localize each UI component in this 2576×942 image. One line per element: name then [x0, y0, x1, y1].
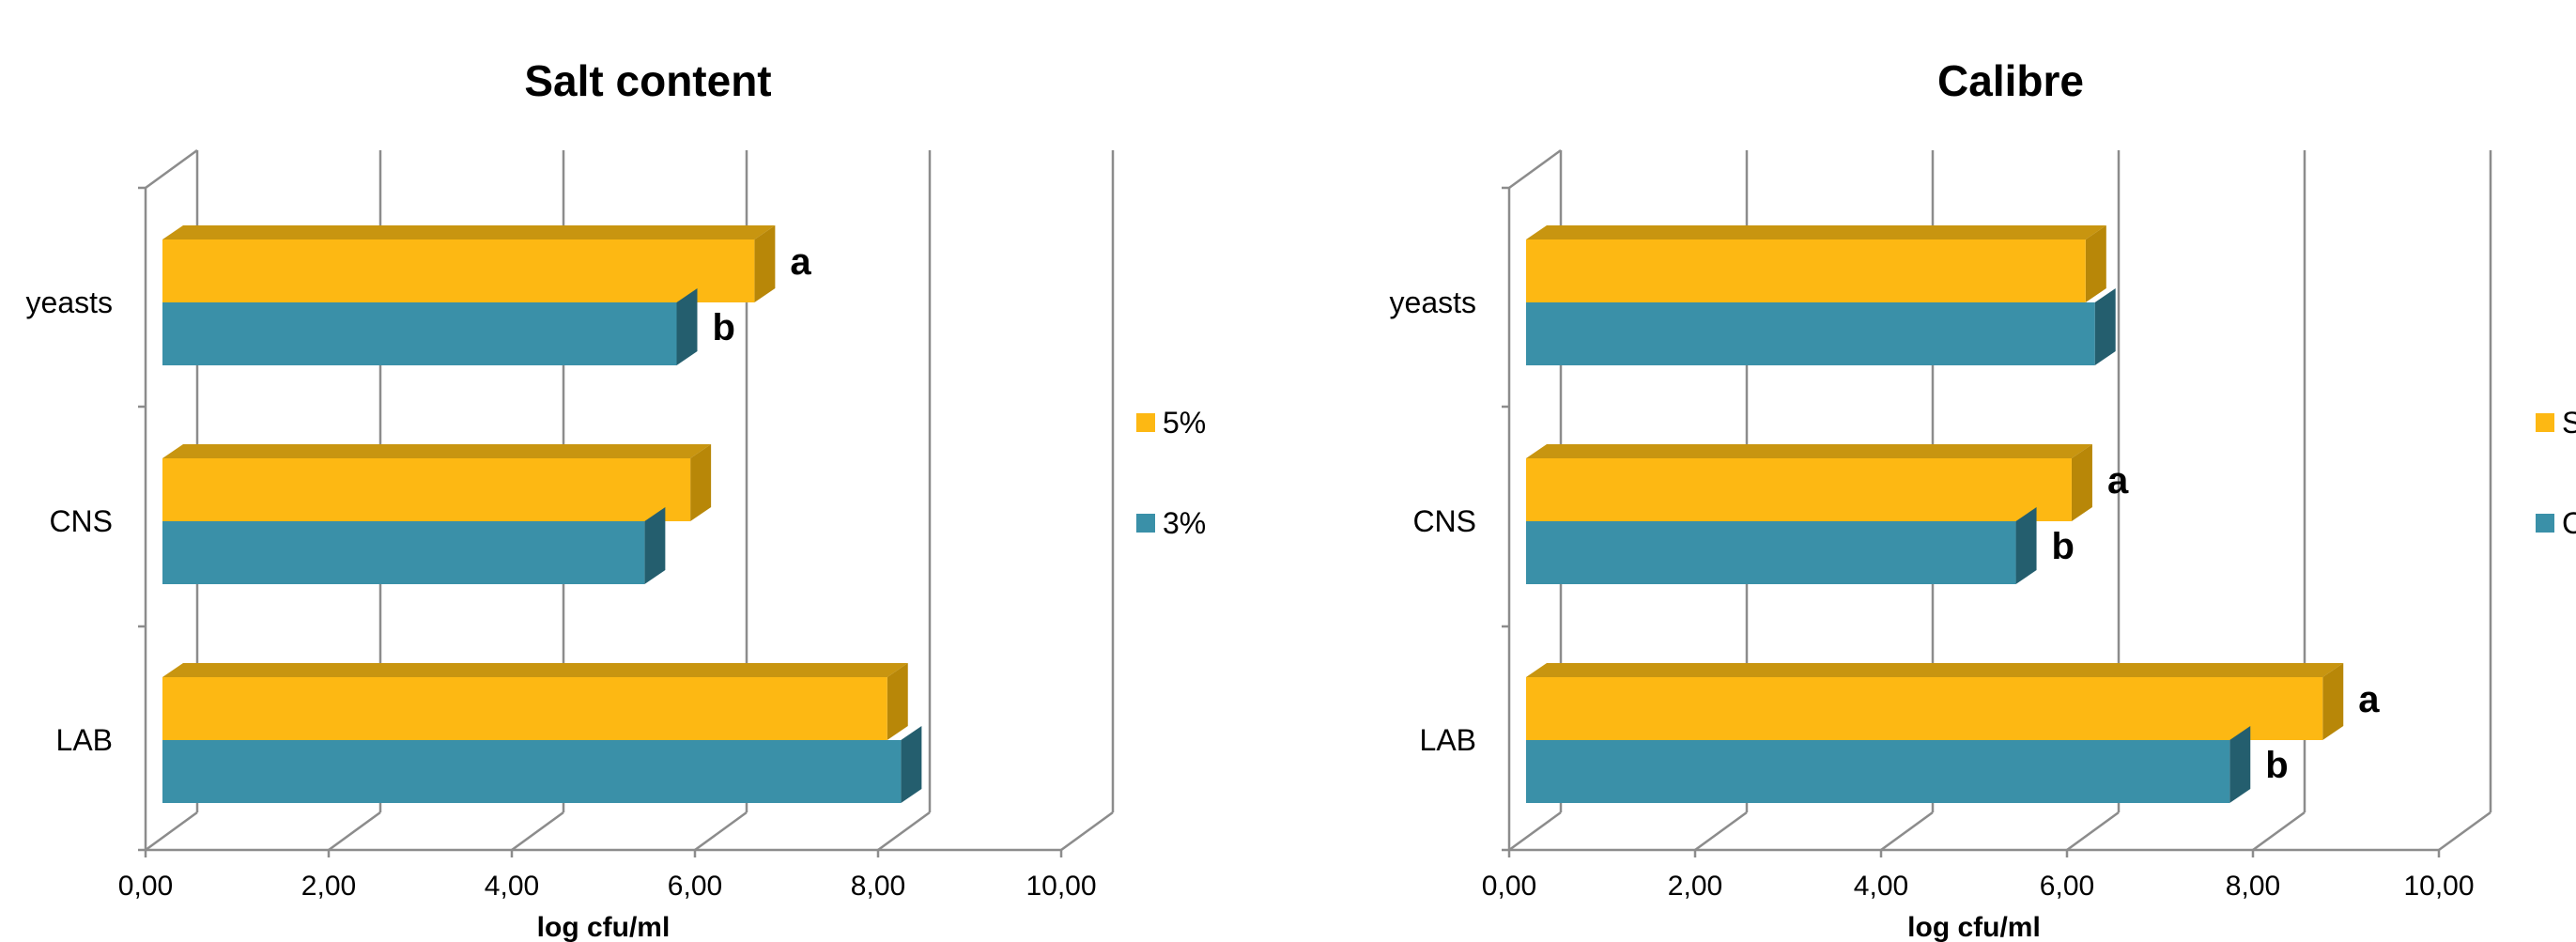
- bar-top-series: [162, 225, 776, 302]
- bar-side-face: [887, 663, 908, 740]
- bar-front-face: [162, 677, 887, 740]
- bar-side-face: [2071, 444, 2092, 521]
- legend-swatch: [2536, 514, 2554, 533]
- bar-side-face: [690, 444, 712, 521]
- category-label: CNS: [1412, 504, 1476, 538]
- category-label: LAB: [56, 723, 113, 757]
- significance-label: b: [2265, 745, 2288, 786]
- floor-gridline: [1060, 811, 1114, 852]
- bar-side-face: [644, 507, 666, 584]
- floor-gridline: [2252, 811, 2306, 852]
- floor-gridline: [1694, 811, 1748, 852]
- bar-bottom-series: [162, 726, 922, 803]
- bar-front-face: [1526, 740, 2230, 803]
- legend: SC: [2536, 406, 2576, 540]
- category-label: yeasts: [1390, 286, 1476, 319]
- wall-top-edge: [1508, 148, 1562, 190]
- chart-title: Salt content: [524, 56, 771, 105]
- bar-side-face: [2229, 726, 2251, 803]
- significance-label: b: [713, 307, 735, 348]
- x-tick-label: 0,00: [1482, 871, 1536, 902]
- floor-gridline: [145, 811, 198, 852]
- bar-front-face: [162, 458, 691, 521]
- x-axis-label: log cfu/ml: [1907, 912, 2041, 942]
- x-tick-label: 4,00: [1854, 871, 1908, 902]
- bar-side-face: [754, 225, 776, 302]
- x-tick-label: 8,00: [851, 871, 905, 902]
- bar-top-series: [1526, 663, 2344, 740]
- legend-label: 5%: [1163, 406, 1206, 440]
- bar-top-series: [162, 663, 908, 740]
- category-label: CNS: [49, 504, 113, 538]
- bar-bottom-series: [162, 507, 666, 584]
- floor-gridline: [1508, 811, 1562, 852]
- bar-bottom-series: [162, 288, 698, 365]
- legend-swatch: [2536, 413, 2554, 432]
- floor-gridline: [1880, 811, 1934, 852]
- bar-bottom-series: [1526, 507, 2037, 584]
- category-label: LAB: [1420, 723, 1476, 757]
- bar-front-face: [1526, 521, 2016, 584]
- bar-side-face: [2085, 225, 2106, 302]
- bar-front-face: [162, 239, 755, 302]
- legend-swatch: [1136, 413, 1155, 432]
- chart-panel-1: Salt content 0,00 2,00 4,00 6,00 8,00 10,00 log…: [26, 56, 1207, 942]
- wall-top-edge: [145, 148, 198, 190]
- legend-label: 3%: [1163, 506, 1206, 540]
- bar-top-face: [1526, 225, 2106, 239]
- x-tick-label: 6,00: [2040, 871, 2094, 902]
- category-label: yeasts: [26, 286, 113, 319]
- floor-gridline: [694, 811, 748, 852]
- significance-label: a: [2358, 679, 2380, 720]
- floor-gridline: [328, 811, 381, 852]
- bar-top-face: [162, 225, 776, 239]
- bar-side-face: [901, 726, 922, 803]
- bar-top-series: [1526, 225, 2106, 302]
- bar-top-face: [1526, 663, 2344, 677]
- bar-front-face: [162, 521, 645, 584]
- chart-panel-2: Calibre 0,00 2,00 4,00 6,00 8,00 10,00 log cfu/…: [1390, 56, 2576, 942]
- bar-front-face: [1526, 239, 2086, 302]
- x-tick-label: 2,00: [301, 871, 356, 902]
- bar-front-face: [1526, 458, 2072, 521]
- floor-gridline: [511, 811, 564, 852]
- bar-front-face: [162, 302, 677, 365]
- bar-side-face: [2094, 288, 2116, 365]
- x-tick-label: 6,00: [668, 871, 722, 902]
- floor-gridline: [2438, 811, 2491, 852]
- bar-front-face: [1526, 302, 2095, 365]
- legend: 5% 3%: [1136, 406, 1206, 540]
- x-tick-label: 8,00: [2226, 871, 2280, 902]
- bar-front-face: [1526, 677, 2323, 740]
- bar-top-series: [1526, 444, 2092, 521]
- significance-label: a: [790, 241, 811, 283]
- significance-label: a: [2107, 460, 2129, 502]
- floor-gridline: [2066, 811, 2120, 852]
- x-tick-label: 0,00: [118, 871, 173, 902]
- bar-top-face: [1526, 444, 2092, 458]
- bar-bottom-series: [1526, 726, 2251, 803]
- bar-bottom-series: [1526, 288, 2116, 365]
- legend-label: C: [2562, 506, 2576, 540]
- significance-label: b: [2052, 526, 2075, 567]
- bar-top-face: [162, 663, 908, 677]
- legend-label: S: [2562, 406, 2576, 440]
- bar-side-face: [676, 288, 698, 365]
- x-tick-label: 2,00: [1668, 871, 1722, 902]
- bar-side-face: [2015, 507, 2037, 584]
- bar-side-face: [2322, 663, 2344, 740]
- x-axis-label: log cfu/ml: [537, 912, 671, 942]
- floor-gridline: [877, 811, 931, 852]
- bar-top-face: [162, 444, 712, 458]
- x-tick-label: 10,00: [1026, 871, 1096, 902]
- chart-title: Calibre: [1937, 56, 2084, 105]
- x-tick-label: 10,00: [2403, 871, 2474, 902]
- bar-top-series: [162, 444, 712, 521]
- bar-front-face: [162, 740, 902, 803]
- x-tick-label: 4,00: [485, 871, 539, 902]
- legend-swatch: [1136, 514, 1155, 533]
